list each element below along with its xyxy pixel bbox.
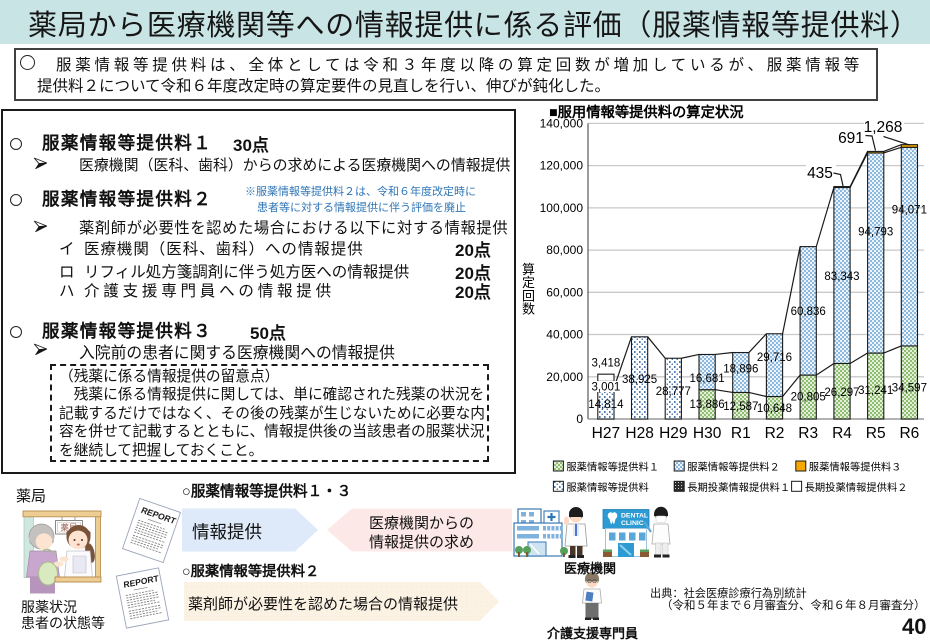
svg-text:12,587: 12,587 (723, 401, 758, 413)
svg-text:長期投薬情報提供料１: 長期投薬情報提供料１ (687, 481, 790, 494)
svg-text:26,297: 26,297 (824, 387, 859, 399)
svg-text:R2: R2 (765, 425, 785, 442)
svg-text:服薬情報等提供料: 服薬情報等提供料 (566, 481, 648, 494)
svg-text:薬局: 薬局 (60, 523, 77, 533)
svg-text:3,001: 3,001 (592, 382, 621, 394)
svg-text:14,814: 14,814 (588, 399, 624, 411)
svg-text:80,000: 80,000 (546, 243, 583, 257)
svg-text:16,681: 16,681 (690, 373, 725, 385)
svg-text:20,000: 20,000 (546, 370, 583, 384)
svg-text:CLINIC: CLINIC (621, 520, 644, 527)
svg-text:28,777: 28,777 (656, 386, 691, 398)
svg-text:服薬情報等提供料１: 服薬情報等提供料１ (566, 461, 659, 474)
svg-text:1,268: 1,268 (864, 119, 903, 136)
svg-text:435: 435 (807, 165, 833, 182)
svg-text:40,000: 40,000 (546, 328, 583, 342)
svg-text:DENTAL: DENTAL (621, 513, 648, 520)
svg-text:R4: R4 (832, 425, 852, 442)
svg-text:100,000: 100,000 (540, 201, 584, 215)
svg-text:140,000: 140,000 (540, 116, 584, 130)
svg-text:H27: H27 (592, 425, 620, 442)
svg-text:H29: H29 (659, 425, 687, 442)
svg-text:0: 0 (576, 412, 583, 426)
svg-text:R1: R1 (731, 425, 751, 442)
svg-text:60,836: 60,836 (791, 306, 826, 318)
svg-text:数: 数 (522, 302, 535, 317)
svg-text:10,648: 10,648 (757, 403, 792, 415)
svg-text:31,241: 31,241 (858, 385, 893, 397)
svg-text:定: 定 (522, 275, 535, 290)
svg-text:20,805: 20,805 (791, 392, 826, 404)
svg-text:60,000: 60,000 (546, 285, 583, 299)
svg-text:服薬情報等提供料２: 服薬情報等提供料２ (687, 461, 780, 474)
svg-text:29,716: 29,716 (757, 352, 792, 364)
svg-text:R5: R5 (866, 425, 886, 442)
svg-text:94,071: 94,071 (892, 205, 927, 217)
svg-text:R6: R6 (899, 425, 919, 442)
svg-text:■服用情報等提供料の算定状況: ■服用情報等提供料の算定状況 (549, 103, 744, 121)
svg-text:120,000: 120,000 (540, 159, 584, 173)
svg-text:38,925: 38,925 (622, 374, 657, 386)
svg-text:3,418: 3,418 (592, 358, 621, 370)
svg-text:服薬情報等提供料３: 服薬情報等提供料３ (809, 461, 902, 474)
svg-text:H30: H30 (693, 425, 722, 442)
svg-text:H28: H28 (625, 425, 653, 442)
svg-text:18,896: 18,896 (723, 364, 758, 376)
svg-text:算: 算 (522, 262, 535, 277)
svg-text:長期投薬情報提供料２: 長期投薬情報提供料２ (805, 481, 908, 494)
svg-text:34,597: 34,597 (892, 383, 927, 395)
svg-text:83,343: 83,343 (824, 271, 859, 283)
svg-text:94,793: 94,793 (858, 227, 893, 239)
svg-text:691: 691 (838, 130, 864, 147)
svg-text:R3: R3 (798, 425, 818, 442)
svg-text:回: 回 (522, 288, 535, 303)
svg-text:13,886: 13,886 (690, 399, 725, 411)
